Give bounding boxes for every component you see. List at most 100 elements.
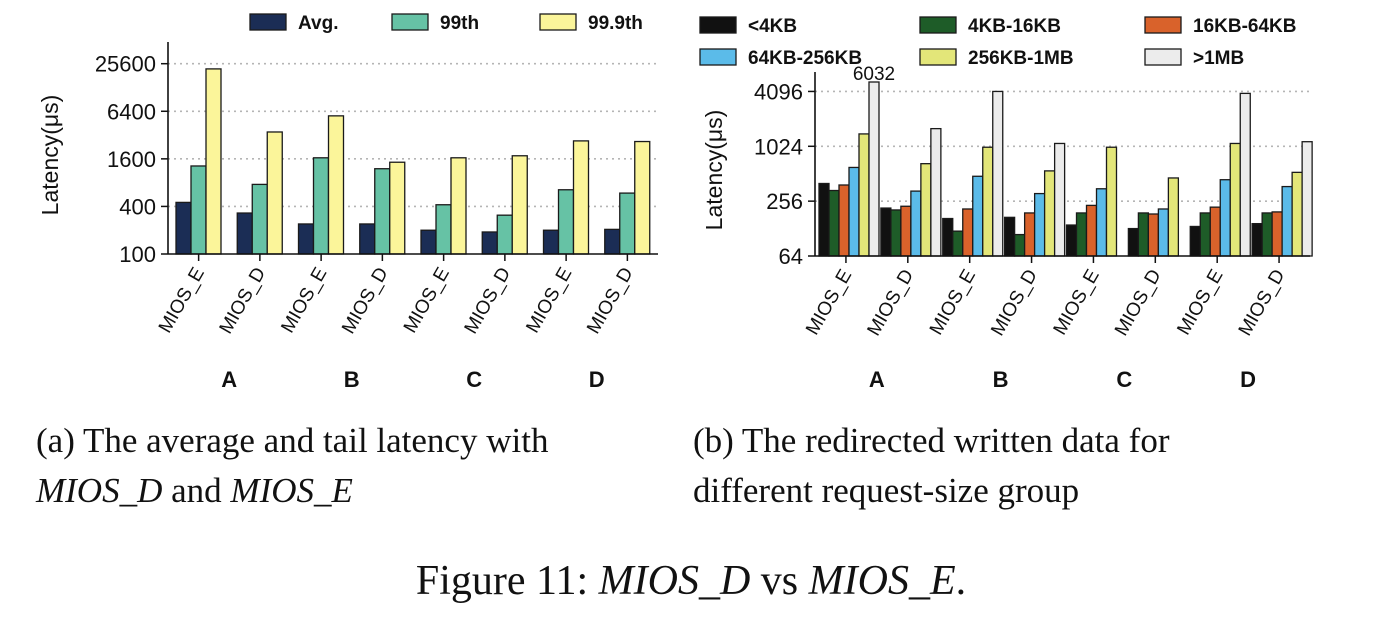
caption-b-line1: (b) The redirected written data for bbox=[693, 421, 1170, 460]
chart-a-bar bbox=[266, 131, 283, 255]
chart-b-bar bbox=[1105, 146, 1118, 257]
chart-a-x-ticks: MIOS_E MIOS_D MIOS_E MIOS_D MIOS_E MIOS_D MIOS… bbox=[155, 254, 638, 338]
figure-caption-joiner: vs bbox=[750, 558, 808, 604]
chart-b-legend: <4KB 4KB-16KB 16KB-64KB 64KB-256KB 256KB-1MB… bbox=[699, 16, 1296, 69]
caption-a-term1: MIOS_D bbox=[35, 471, 162, 510]
chart-b-y-tick-label: 1024 bbox=[754, 134, 803, 159]
chart-a-x-tick-label: MIOS_D bbox=[461, 264, 516, 338]
chart-a-bar bbox=[374, 168, 391, 255]
chart-b-bar bbox=[982, 146, 994, 257]
chart-a-bar bbox=[251, 183, 268, 255]
chart-a-legend: Avg. 99th 99.9th bbox=[249, 13, 643, 34]
chart-b-bar bbox=[1189, 225, 1201, 257]
caption-b-line2: different request-size group bbox=[693, 471, 1079, 510]
chart-b-legend-label: 64KB-256KB bbox=[748, 48, 862, 69]
chart-b-x-tick-label: MIOS_D bbox=[864, 266, 919, 340]
chart-a-y-tick-label: 6400 bbox=[107, 99, 156, 124]
chart-a-group-label: C bbox=[466, 367, 482, 392]
chart-b-legend-label: <4KB bbox=[748, 16, 797, 37]
chart-b-x-tick-label: MIOS_E bbox=[1173, 266, 1227, 339]
chart-b-bar bbox=[1003, 216, 1016, 257]
chart-a-x-tick-label: MIOS_E bbox=[155, 264, 209, 337]
chart-a-x-tick-label: MIOS_E bbox=[400, 264, 454, 337]
chart-a-bar bbox=[359, 223, 376, 255]
figure-caption: Figure 11: MIOS_D vs MIOS_E. bbox=[416, 558, 966, 604]
chart-b-bar bbox=[1239, 92, 1251, 257]
figure-caption-term1: MIOS_D bbox=[598, 558, 751, 604]
chart-b-x-tick-label: MIOS_D bbox=[987, 266, 1042, 340]
chart-b-legend-swatch bbox=[919, 16, 957, 34]
chart-b-bar bbox=[1085, 204, 1098, 257]
chart-b-legend-label: 16KB-64KB bbox=[1193, 16, 1296, 37]
caption-a-joiner: and bbox=[162, 471, 230, 510]
chart-a-bar bbox=[557, 189, 575, 255]
chart-b-bar bbox=[1209, 206, 1221, 257]
chart-b-bar bbox=[868, 81, 880, 257]
chart-a-bar bbox=[190, 165, 207, 255]
chart-b-bar bbox=[1281, 185, 1293, 257]
chart-a-x-tick-label: MIOS_D bbox=[338, 264, 393, 338]
chart-b-bar bbox=[828, 189, 840, 257]
chart-b-bar bbox=[1199, 212, 1211, 257]
chart-a-bar bbox=[175, 201, 192, 255]
chart-a-bar bbox=[420, 229, 437, 255]
caption-a-line1: (a) The average and tail latency with bbox=[36, 421, 549, 460]
chart-b-legend-label: 256KB-1MB bbox=[968, 48, 1074, 69]
chart-b-bar bbox=[1219, 179, 1231, 257]
chart-b-legend-swatch bbox=[1144, 16, 1182, 34]
chart-a-x-tick-label: MIOS_D bbox=[216, 264, 271, 338]
chart-a-bar bbox=[542, 229, 560, 255]
chart-b-bar bbox=[1229, 142, 1241, 257]
chart-b-y-ticks: 64 256 1024 4096 bbox=[754, 79, 815, 269]
chart-b-bar bbox=[1157, 208, 1170, 257]
chart-a-legend-swatch bbox=[391, 13, 429, 31]
chart-b-group-label: A bbox=[869, 367, 885, 392]
chart-b-bar bbox=[1147, 213, 1160, 257]
chart-b-bar bbox=[1291, 171, 1303, 257]
chart-b-bar bbox=[1095, 188, 1108, 257]
chart-a-y-axis-label: Latency(μs) bbox=[37, 95, 63, 216]
chart-b-x-tick-label: MIOS_E bbox=[802, 266, 856, 339]
chart-a-bar bbox=[450, 157, 467, 255]
chart-b-bar bbox=[838, 184, 850, 257]
chart-b-bar bbox=[952, 230, 964, 257]
chart-b-legend-swatch bbox=[1144, 48, 1182, 66]
chart-b-bar bbox=[1033, 192, 1046, 257]
chart-a-bar bbox=[205, 68, 222, 255]
chart-b-y-axis-label: Latency(μs) bbox=[701, 110, 727, 231]
chart-a-axes bbox=[167, 42, 658, 255]
chart-a-group-labels: A B C D bbox=[221, 367, 604, 392]
chart-b-bar bbox=[900, 205, 912, 257]
chart-b-x-tick-label: MIOS_E bbox=[1050, 266, 1104, 339]
caption-a-line2: MIOS_D and MIOS_E bbox=[35, 471, 353, 510]
chart-b-bar bbox=[930, 127, 942, 257]
chart-b-y-tick-label: 64 bbox=[779, 244, 803, 269]
chart-a-bar bbox=[481, 231, 498, 255]
chart-b-bar bbox=[1065, 224, 1078, 257]
chart-b-legend-label: 4KB-16KB bbox=[968, 16, 1061, 37]
chart-b-bar bbox=[858, 133, 870, 257]
chart-b-bar bbox=[1137, 212, 1150, 257]
chart-a-legend-swatch bbox=[539, 13, 577, 31]
chart-a-bar bbox=[389, 161, 406, 255]
chart-b-bars bbox=[818, 81, 1313, 257]
chart-a-x-tick-label: MIOS_D bbox=[583, 264, 638, 338]
chart-b-bar bbox=[1301, 141, 1313, 257]
chart-b-bar bbox=[962, 208, 974, 257]
chart-b-annotation: 6032 bbox=[853, 64, 895, 85]
chart-b-legend-swatch bbox=[699, 48, 737, 66]
chart-a-legend-label: 99th bbox=[440, 13, 479, 34]
chart-a-bar bbox=[236, 212, 253, 255]
chart-b-axes bbox=[814, 72, 1310, 257]
chart-a-bar bbox=[619, 192, 636, 255]
chart-b-bar bbox=[920, 163, 932, 257]
chart-b-x-tick-label: MIOS_D bbox=[1111, 266, 1166, 340]
chart-a-y-tick-label: 100 bbox=[119, 242, 156, 267]
chart-a-legend-label: Avg. bbox=[298, 13, 338, 34]
chart-b-bar bbox=[972, 175, 984, 257]
chart-b-bar bbox=[910, 190, 922, 257]
chart-b-bar bbox=[1043, 170, 1056, 257]
